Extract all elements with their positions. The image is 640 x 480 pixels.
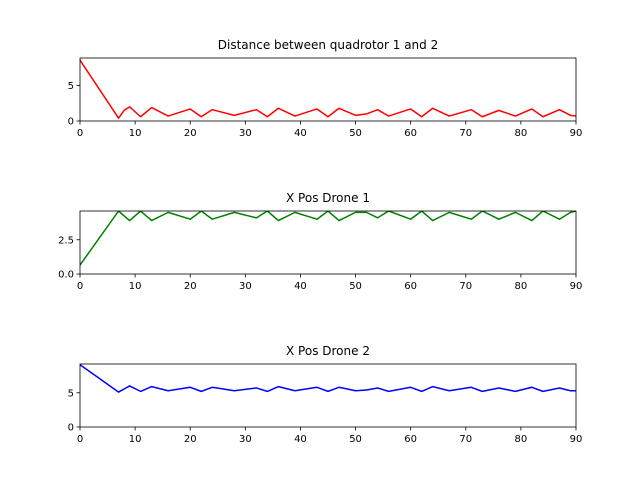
x-tick-label: 70 bbox=[459, 434, 472, 445]
x-tick-label: 80 bbox=[515, 434, 528, 445]
x-tick-label: 30 bbox=[239, 128, 252, 139]
x-tick-label: 30 bbox=[239, 434, 252, 445]
x-tick-label: 60 bbox=[404, 281, 417, 292]
x-tick-label: 70 bbox=[459, 128, 472, 139]
x-tick-label: 40 bbox=[294, 434, 307, 445]
subplot-title: X Pos Drone 2 bbox=[286, 344, 370, 358]
x-tick-label: 40 bbox=[294, 281, 307, 292]
x-tick-label: 30 bbox=[239, 281, 252, 292]
x-tick-label: 90 bbox=[570, 128, 583, 139]
x-tick-label: 50 bbox=[349, 128, 362, 139]
x-tick-label: 0 bbox=[77, 434, 83, 445]
x-tick-label: 60 bbox=[404, 128, 417, 139]
x-tick-label: 50 bbox=[349, 281, 362, 292]
x-tick-label: 50 bbox=[349, 434, 362, 445]
x-tick-label: 20 bbox=[184, 128, 197, 139]
x-tick-label: 10 bbox=[129, 281, 142, 292]
x-tick-label: 10 bbox=[129, 434, 142, 445]
subplot-title: Distance between quadrotor 1 and 2 bbox=[218, 38, 438, 52]
y-tick-label: 0.0 bbox=[58, 270, 74, 281]
x-tick-label: 20 bbox=[184, 281, 197, 292]
x-tick-label: 90 bbox=[570, 281, 583, 292]
x-tick-label: 0 bbox=[77, 281, 83, 292]
y-tick-label: 5 bbox=[68, 388, 74, 399]
y-tick-label: 5 bbox=[68, 81, 74, 92]
x-tick-label: 80 bbox=[515, 281, 528, 292]
y-tick-label: 0 bbox=[68, 423, 74, 434]
subplot-title: X Pos Drone 1 bbox=[286, 191, 370, 205]
y-tick-label: 2.5 bbox=[58, 235, 74, 246]
x-tick-label: 60 bbox=[404, 434, 417, 445]
x-tick-label: 20 bbox=[184, 434, 197, 445]
x-tick-label: 80 bbox=[515, 128, 528, 139]
y-tick-label: 0 bbox=[68, 117, 74, 128]
x-tick-label: 90 bbox=[570, 434, 583, 445]
x-tick-label: 10 bbox=[129, 128, 142, 139]
x-tick-label: 40 bbox=[294, 128, 307, 139]
x-tick-label: 0 bbox=[77, 128, 83, 139]
x-tick-label: 70 bbox=[459, 281, 472, 292]
